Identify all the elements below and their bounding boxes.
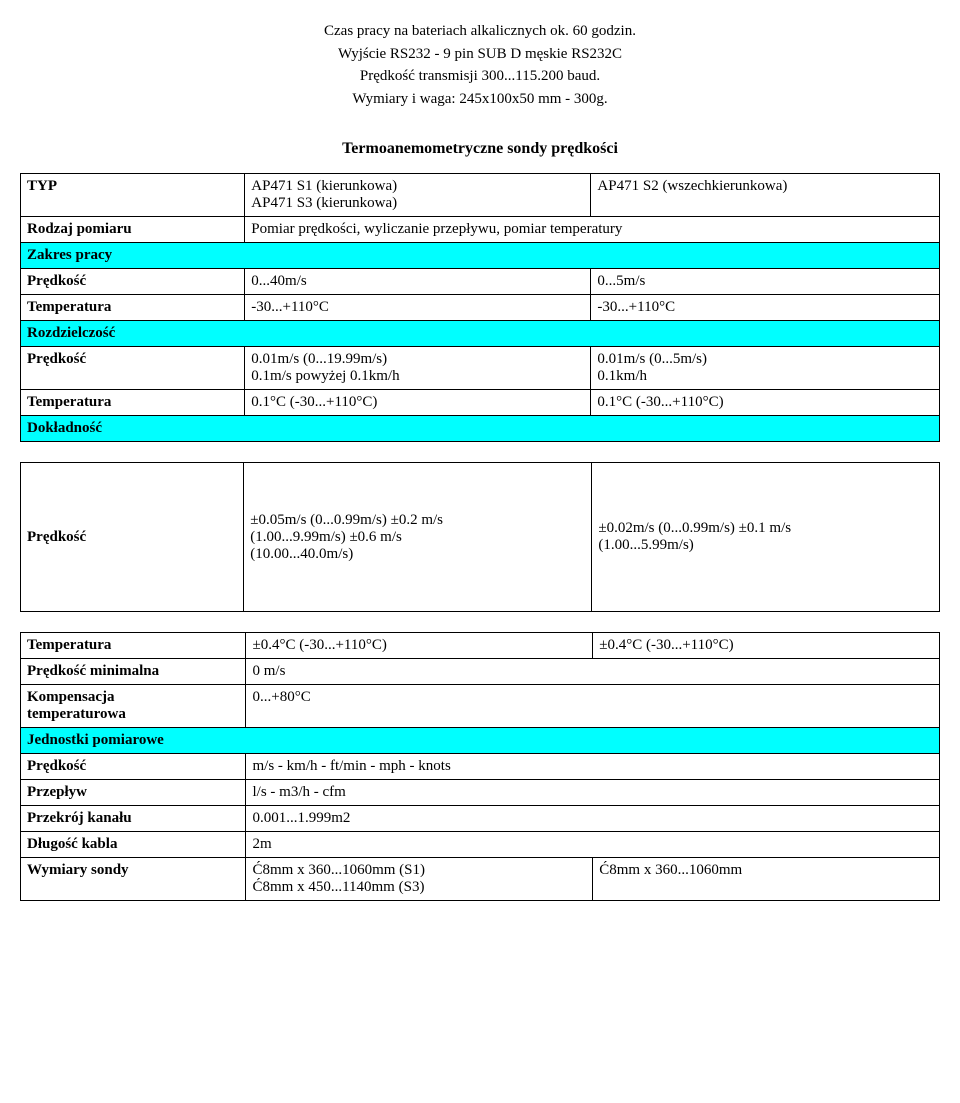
cell: 0...+80°C	[246, 685, 940, 728]
intro-block: Czas pracy na bateriach alkalicznych ok.…	[20, 20, 940, 110]
cell-line: (10.00...40.0m/s)	[250, 546, 585, 563]
cell: AP471 S1 (kierunkowa) AP471 S3 (kierunko…	[245, 174, 591, 217]
row-label: Prędkość minimalna	[21, 659, 246, 685]
intro-line: Wyjście RS232 - 9 pin SUB D męskie RS232…	[20, 43, 940, 66]
row-label: Temperatura	[21, 390, 245, 416]
table-header-row: Zakres pracy	[21, 243, 940, 269]
cell-line: (1.00...9.99m/s) ±0.6 m/s	[250, 529, 585, 546]
table-row: Kompensacja temperaturowa 0...+80°C	[21, 685, 940, 728]
cell-line: temperaturowa	[27, 706, 239, 723]
table-row: Wymiary sondy Ć8mm x 360...1060mm (S1) Ć…	[21, 858, 940, 901]
row-label: Prędkość	[21, 754, 246, 780]
cell: 0.1°C (-30...+110°C)	[245, 390, 591, 416]
row-label: Rozdzielczość	[21, 321, 940, 347]
cell: Ć8mm x 360...1060mm (S1) Ć8mm x 450...11…	[246, 858, 593, 901]
row-label: Rodzaj pomiaru	[21, 217, 245, 243]
row-label: Przekrój kanału	[21, 806, 246, 832]
cell: m/s - km/h - ft/min - mph - knots	[246, 754, 940, 780]
cell-line: ±0.02m/s (0...0.99m/s) ±0.1 m/s	[598, 520, 933, 537]
table-row: Prędkość ±0.05m/s (0...0.99m/s) ±0.2 m/s…	[21, 463, 940, 612]
cell-line: Kompensacja	[27, 689, 239, 706]
table-row: Prędkość 0...40m/s 0...5m/s	[21, 269, 940, 295]
cell-line: Ć8mm x 360...1060mm (S1)	[252, 862, 586, 879]
cell-line: 0.01m/s (0...19.99m/s)	[251, 351, 584, 368]
cell-line: AP471 S1 (kierunkowa)	[251, 178, 584, 195]
row-label: Długość kabla	[21, 832, 246, 858]
cell: -30...+110°C	[591, 295, 940, 321]
intro-line: Czas pracy na bateriach alkalicznych ok.…	[20, 20, 940, 43]
cell: 0 m/s	[246, 659, 940, 685]
cell: 0...40m/s	[245, 269, 591, 295]
cell-line: 0.01m/s (0...5m/s)	[597, 351, 933, 368]
table-header-row: Dokładność	[21, 416, 940, 442]
cell: 2m	[246, 832, 940, 858]
cell: ±0.4°C (-30...+110°C)	[593, 633, 940, 659]
table-row: Przekrój kanału 0.001...1.999m2	[21, 806, 940, 832]
cell: Pomiar prędkości, wyliczanie przepływu, …	[245, 217, 940, 243]
table-row: TYP AP471 S1 (kierunkowa) AP471 S3 (kier…	[21, 174, 940, 217]
table-header-row: Rozdzielczość	[21, 321, 940, 347]
cell: ±0.02m/s (0...0.99m/s) ±0.1 m/s (1.00...…	[592, 463, 940, 612]
spec-table-1: TYP AP471 S1 (kierunkowa) AP471 S3 (kier…	[20, 173, 940, 442]
table-row: Temperatura 0.1°C (-30...+110°C) 0.1°C (…	[21, 390, 940, 416]
cell: -30...+110°C	[245, 295, 591, 321]
row-label: Prędkość	[21, 347, 245, 390]
cell-line: Ć8mm x 450...1140mm (S3)	[252, 879, 586, 896]
intro-line: Wymiary i waga: 245x100x50 mm - 300g.	[20, 88, 940, 111]
row-label: Temperatura	[21, 295, 245, 321]
table-header-row: Jednostki pomiarowe	[21, 728, 940, 754]
table-row: Prędkość 0.01m/s (0...19.99m/s) 0.1m/s p…	[21, 347, 940, 390]
row-label: Zakres pracy	[21, 243, 940, 269]
table-row: Rodzaj pomiaru Pomiar prędkości, wylicza…	[21, 217, 940, 243]
row-label: Wymiary sondy	[21, 858, 246, 901]
table-row: Długość kabla 2m	[21, 832, 940, 858]
section-title: Termoanemometryczne sondy prędkości	[20, 140, 940, 158]
table-row: Temperatura -30...+110°C -30...+110°C	[21, 295, 940, 321]
row-label: Temperatura	[21, 633, 246, 659]
cell: 0...5m/s	[591, 269, 940, 295]
row-label: Jednostki pomiarowe	[21, 728, 940, 754]
cell: l/s - m3/h - cfm	[246, 780, 940, 806]
cell: AP471 S2 (wszechkierunkowa)	[591, 174, 940, 217]
spec-table-2: Prędkość ±0.05m/s (0...0.99m/s) ±0.2 m/s…	[20, 462, 940, 612]
row-label: Prędkość	[21, 463, 244, 612]
cell-line: 0.1m/s powyżej 0.1km/h	[251, 368, 584, 385]
table-row: Prędkość minimalna 0 m/s	[21, 659, 940, 685]
cell: 0.1°C (-30...+110°C)	[591, 390, 940, 416]
table-row: Temperatura ±0.4°C (-30...+110°C) ±0.4°C…	[21, 633, 940, 659]
table-row: Przepływ l/s - m3/h - cfm	[21, 780, 940, 806]
cell-line: 0.1km/h	[597, 368, 933, 385]
row-label: Kompensacja temperaturowa	[21, 685, 246, 728]
cell: Ć8mm x 360...1060mm	[593, 858, 940, 901]
cell: 0.01m/s (0...19.99m/s) 0.1m/s powyżej 0.…	[245, 347, 591, 390]
cell-line: ±0.05m/s (0...0.99m/s) ±0.2 m/s	[250, 512, 585, 529]
cell: 0.001...1.999m2	[246, 806, 940, 832]
cell-line: AP471 S3 (kierunkowa)	[251, 195, 584, 212]
cell-line: (1.00...5.99m/s)	[598, 537, 933, 554]
intro-line: Prędkość transmisji 300...115.200 baud.	[20, 65, 940, 88]
cell: ±0.05m/s (0...0.99m/s) ±0.2 m/s (1.00...…	[244, 463, 592, 612]
table-row: Prędkość m/s - km/h - ft/min - mph - kno…	[21, 754, 940, 780]
row-label: Przepływ	[21, 780, 246, 806]
cell: ±0.4°C (-30...+110°C)	[246, 633, 593, 659]
spec-table-3: Temperatura ±0.4°C (-30...+110°C) ±0.4°C…	[20, 632, 940, 901]
cell: 0.01m/s (0...5m/s) 0.1km/h	[591, 347, 940, 390]
row-label: Prędkość	[21, 269, 245, 295]
row-label: Dokładność	[21, 416, 940, 442]
row-label: TYP	[21, 174, 245, 217]
